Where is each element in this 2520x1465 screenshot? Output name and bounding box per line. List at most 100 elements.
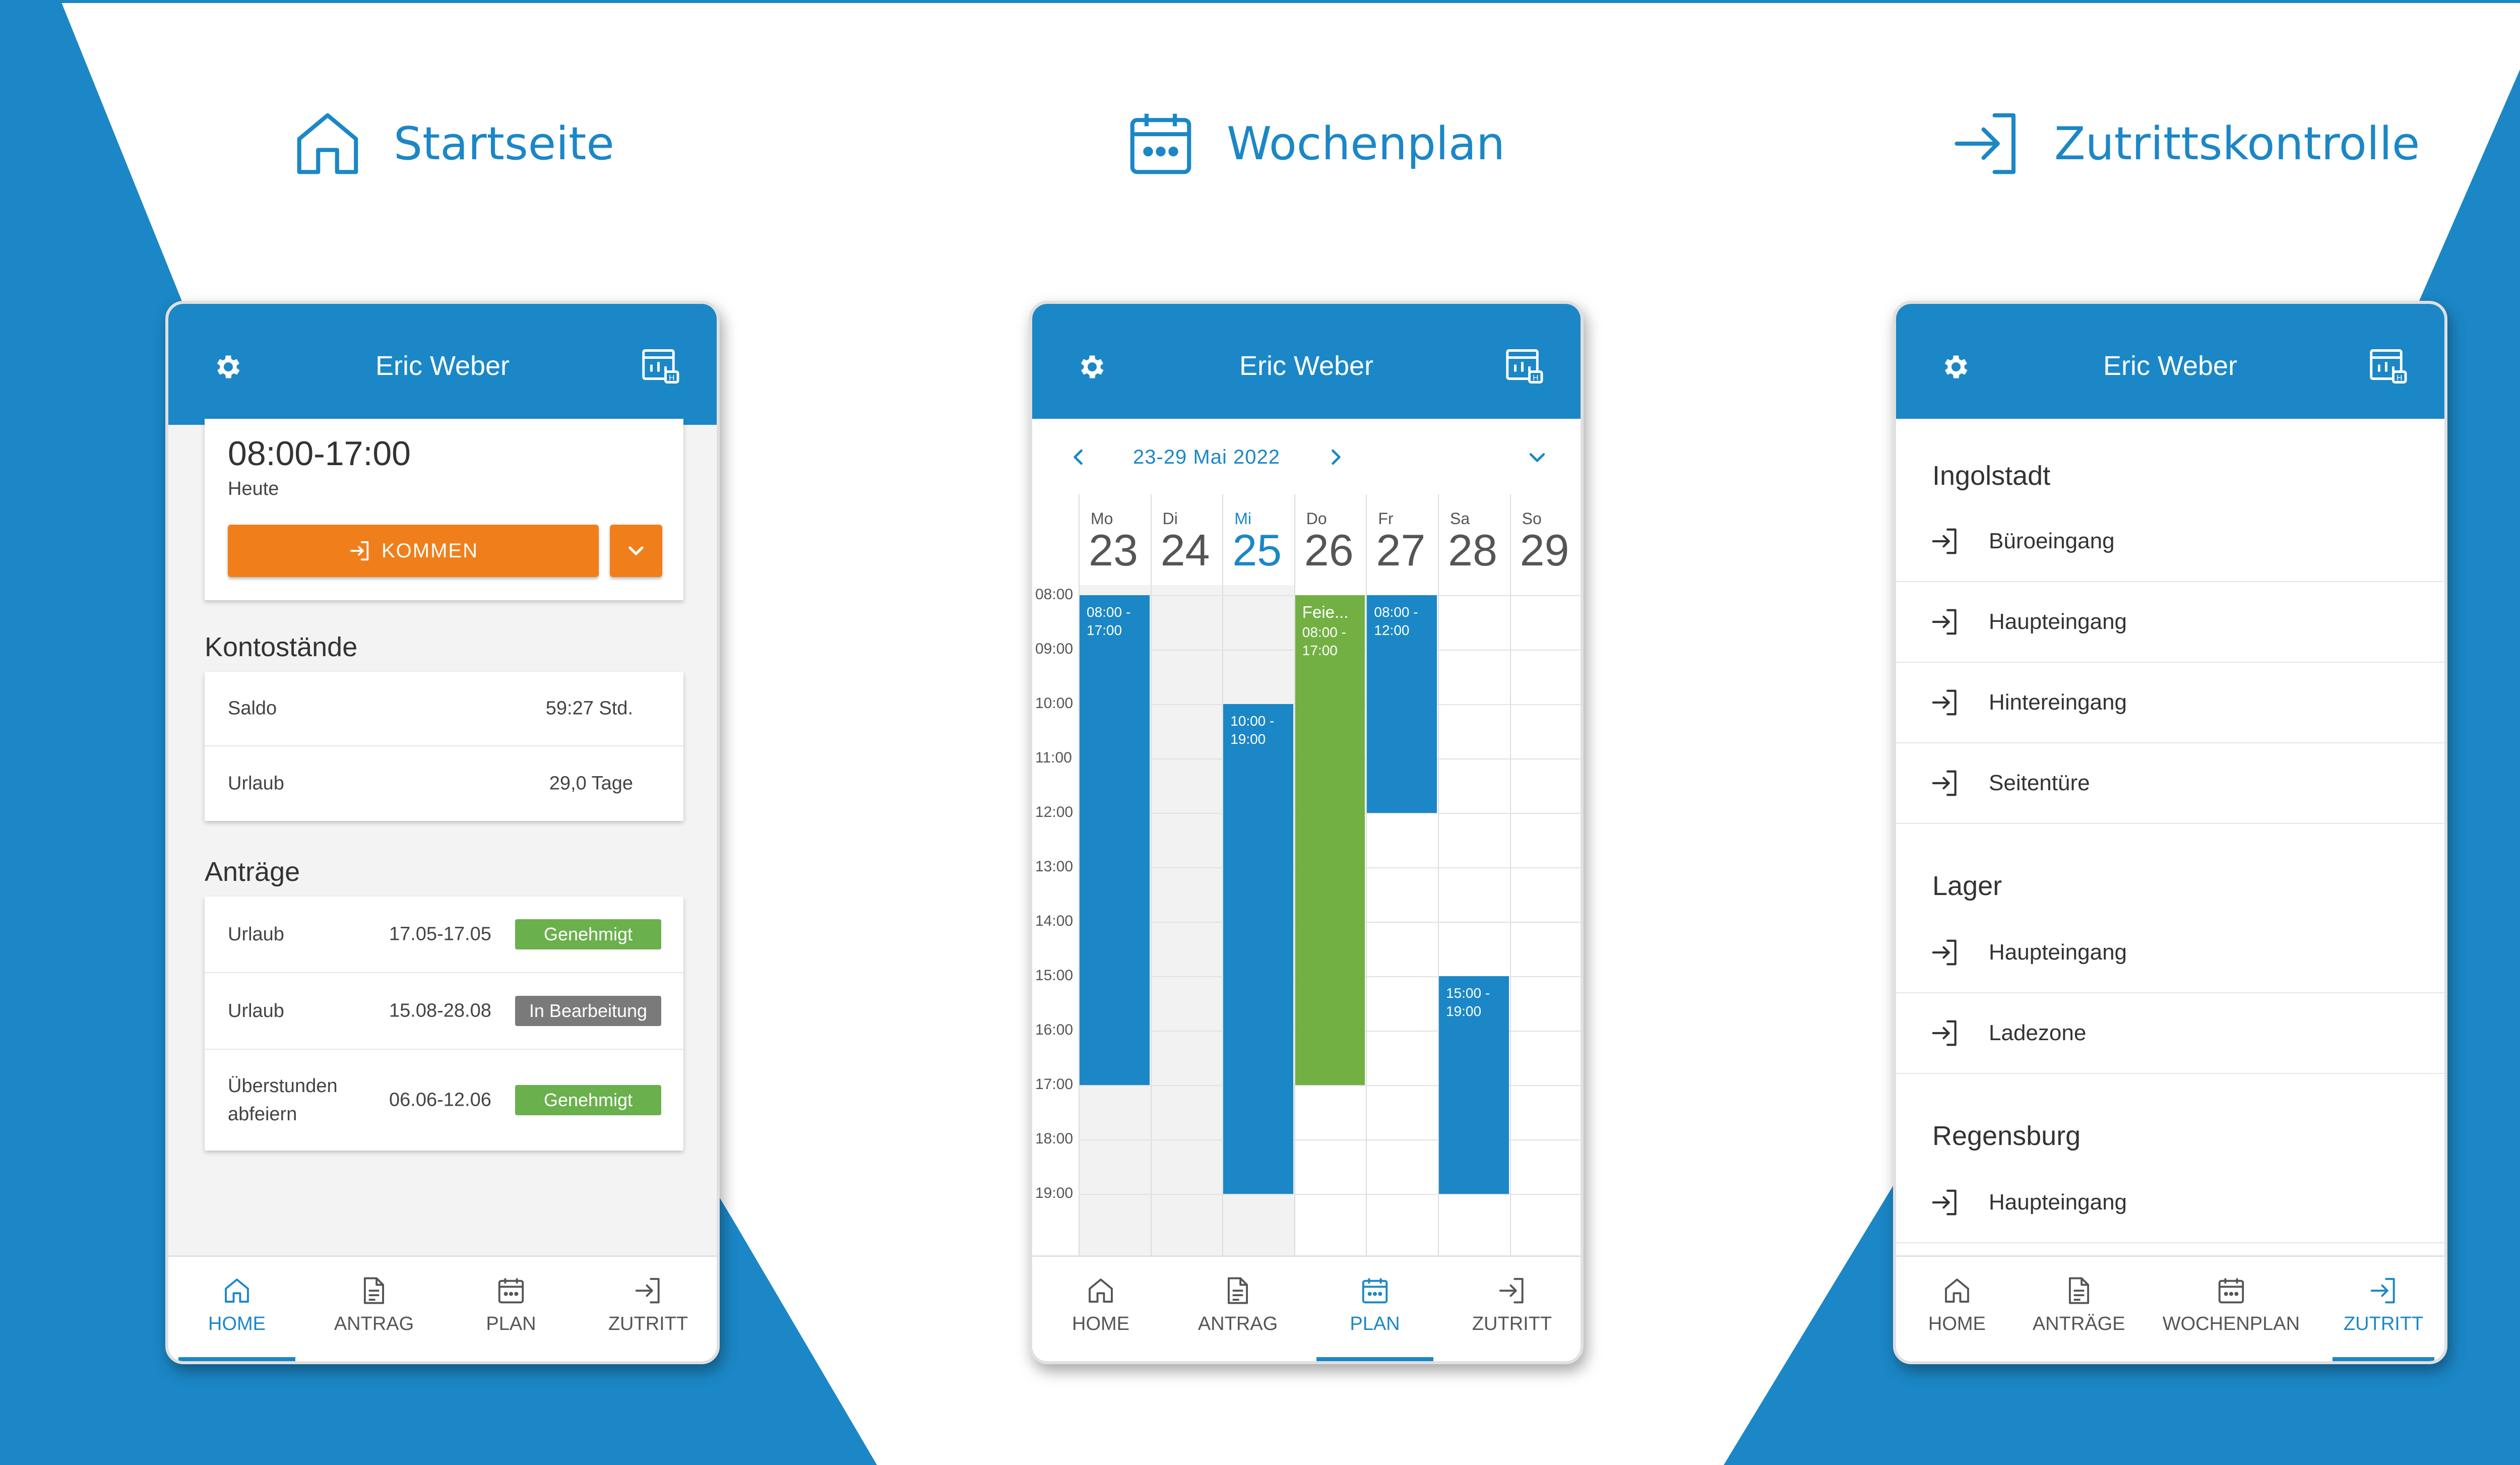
login-icon <box>1932 770 1957 796</box>
nav-antraege[interactable]: ANTRÄGE <box>2018 1257 2140 1361</box>
day-column[interactable] <box>1366 585 1438 1255</box>
door-label: Büroeingang <box>1989 529 2115 553</box>
day-name: Di <box>1162 509 1178 528</box>
day-column[interactable] <box>1150 585 1223 1255</box>
login-icon <box>1932 689 1957 716</box>
chevron-left-icon[interactable] <box>1067 446 1090 468</box>
login-icon <box>1955 113 2016 174</box>
calendar-event[interactable]: Feie... 08:00 - 17:00 <box>1295 595 1365 1085</box>
list-item[interactable]: Urlaub 29,0 Tage <box>205 746 683 821</box>
login-icon <box>1932 528 1957 554</box>
location-title: Regensburg <box>1932 1121 2081 1151</box>
nav-plan[interactable]: PLAN <box>1306 1257 1443 1361</box>
hour-label: 17:00 <box>1035 1076 1074 1093</box>
nav-home[interactable]: HOME <box>1032 1257 1169 1361</box>
location-title: Lager <box>1932 871 2002 901</box>
chevron-down-icon[interactable] <box>1526 446 1548 468</box>
nav-zutritt[interactable]: ZUTRITT <box>1443 1257 1581 1361</box>
gear-icon[interactable] <box>213 351 244 383</box>
calendar-icon <box>2218 1278 2244 1304</box>
door-item[interactable]: Haupteingang <box>1896 913 2444 993</box>
status-badge: Genehmigt <box>515 919 661 949</box>
nav-label: ZUTRITT <box>2343 1313 2424 1334</box>
day-header[interactable]: Fr 27 <box>1366 494 1438 585</box>
request-dates: 06.06-12.06 <box>389 1089 491 1111</box>
phone-wochenplan: Eric Weber H 23-29 Mai 2022 Mo 23 Di 24 Mi 25… <box>1029 301 1584 1364</box>
door-item[interactable]: Hintereingang <box>1896 663 2444 743</box>
door-item[interactable]: Büroeingang <box>1896 501 2444 582</box>
day-header[interactable]: Mi 25 <box>1222 494 1294 585</box>
day-date: 28 <box>1448 525 1497 575</box>
account-value: 59:27 Std. <box>545 697 633 719</box>
day-date: 26 <box>1304 525 1354 575</box>
hour-label: 08:00 <box>1035 586 1074 603</box>
day-header[interactable]: Di 24 <box>1150 494 1223 585</box>
door-label: Haupteingang <box>1989 1190 2127 1215</box>
report-icon[interactable]: H <box>1503 345 1545 388</box>
day-header[interactable]: Do 26 <box>1294 494 1366 585</box>
calendar-event[interactable]: 15:00 - 19:00 <box>1439 976 1509 1194</box>
day-header[interactable]: So 29 <box>1509 494 1581 585</box>
nav-plan[interactable]: PLAN <box>443 1257 580 1361</box>
hour-line <box>1079 1085 1581 1086</box>
hour-label: 19:00 <box>1035 1185 1074 1201</box>
door-item[interactable]: Seitentüre <box>1896 743 2444 824</box>
nav-wochenplan[interactable]: WOCHENPLAN <box>2140 1257 2323 1361</box>
day-name: So <box>1522 509 1542 528</box>
day-header[interactable]: Mo 23 <box>1079 494 1151 585</box>
calendar-event[interactable]: 08:00 - 12:00 <box>1367 595 1437 813</box>
day-name: Sa <box>1450 509 1470 528</box>
today-card: 08:00-17:00 Heute KOMMEN <box>205 419 683 600</box>
document-icon <box>1227 1277 1248 1304</box>
home-icon <box>1944 1279 1969 1303</box>
hour-label: 16:00 <box>1035 1022 1074 1038</box>
kommen-button[interactable]: KOMMEN <box>228 525 599 577</box>
nav-zutritt[interactable]: ZUTRITT <box>580 1257 717 1361</box>
report-icon[interactable]: H <box>639 345 681 388</box>
svg-text:H: H <box>2397 374 2402 383</box>
day-date: 27 <box>1376 525 1426 575</box>
chevron-right-icon[interactable] <box>1325 446 1347 468</box>
list-item[interactable]: Urlaub 17.05-17.05 Genehmigt <box>205 897 683 973</box>
document-icon <box>2068 1277 2089 1304</box>
day-column[interactable] <box>1294 585 1366 1255</box>
nav-antrag[interactable]: ANTRAG <box>1169 1257 1306 1361</box>
day-column[interactable] <box>1438 585 1510 1255</box>
booking-dropdown-button[interactable] <box>610 525 662 577</box>
door-item[interactable]: Haupteingang <box>1896 1163 2444 1243</box>
heading-label: Zutrittskontrolle <box>2054 117 2420 170</box>
svg-text:H: H <box>669 374 674 383</box>
svg-text:H: H <box>1533 374 1538 383</box>
nav-zutritt[interactable]: ZUTRITT <box>2322 1257 2444 1361</box>
day-column[interactable] <box>1509 585 1581 1255</box>
nav-antrag[interactable]: ANTRAG <box>305 1257 443 1361</box>
day-header[interactable]: Sa 28 <box>1438 494 1510 585</box>
report-icon[interactable]: H <box>2367 345 2409 388</box>
account-label: Saldo <box>228 697 277 719</box>
nav-label: WOCHENPLAN <box>2162 1313 2300 1334</box>
login-icon <box>1932 1189 1957 1216</box>
nav-home[interactable]: HOME <box>168 1257 305 1361</box>
list-item[interactable]: Überstunden abfeiern 06.06-12.06 Genehmi… <box>205 1050 683 1151</box>
list-item[interactable]: Saldo 59:27 Std. <box>205 672 683 746</box>
hour-line <box>1079 1194 1581 1195</box>
nav-home[interactable]: HOME <box>1896 1257 2018 1361</box>
calendar-event[interactable]: 10:00 - 19:00 <box>1223 704 1293 1194</box>
day-date: 24 <box>1160 525 1210 575</box>
app-header: Eric Weber H <box>168 304 717 425</box>
login-icon <box>1932 1020 1957 1046</box>
list-item[interactable]: Urlaub 15.08-28.08 In Bearbeitung <box>205 973 683 1050</box>
week-grid: 08:00 09:00 10:00 11:00 12:00 13:00 14:00 15:00… <box>1032 585 1581 1255</box>
gear-icon[interactable] <box>1077 351 1108 383</box>
door-item[interactable]: Haupteingang <box>1896 582 2444 663</box>
event-time: 08:00 - 17:00 <box>1087 604 1131 638</box>
door-item[interactable]: Ladezone <box>1896 993 2444 1074</box>
calendar-icon <box>498 1278 524 1304</box>
day-date: 29 <box>1520 525 1569 575</box>
calendar-event[interactable]: 08:00 - 17:00 <box>1080 595 1150 1085</box>
user-name: Eric Weber <box>2103 351 2238 381</box>
phone-home: Eric Weber H 08:00-17:00 Heute KOMMEN Ko… <box>165 301 720 1364</box>
gear-icon[interactable] <box>1940 351 1972 383</box>
day-name: Mi <box>1234 509 1251 528</box>
login-icon <box>635 1278 660 1304</box>
